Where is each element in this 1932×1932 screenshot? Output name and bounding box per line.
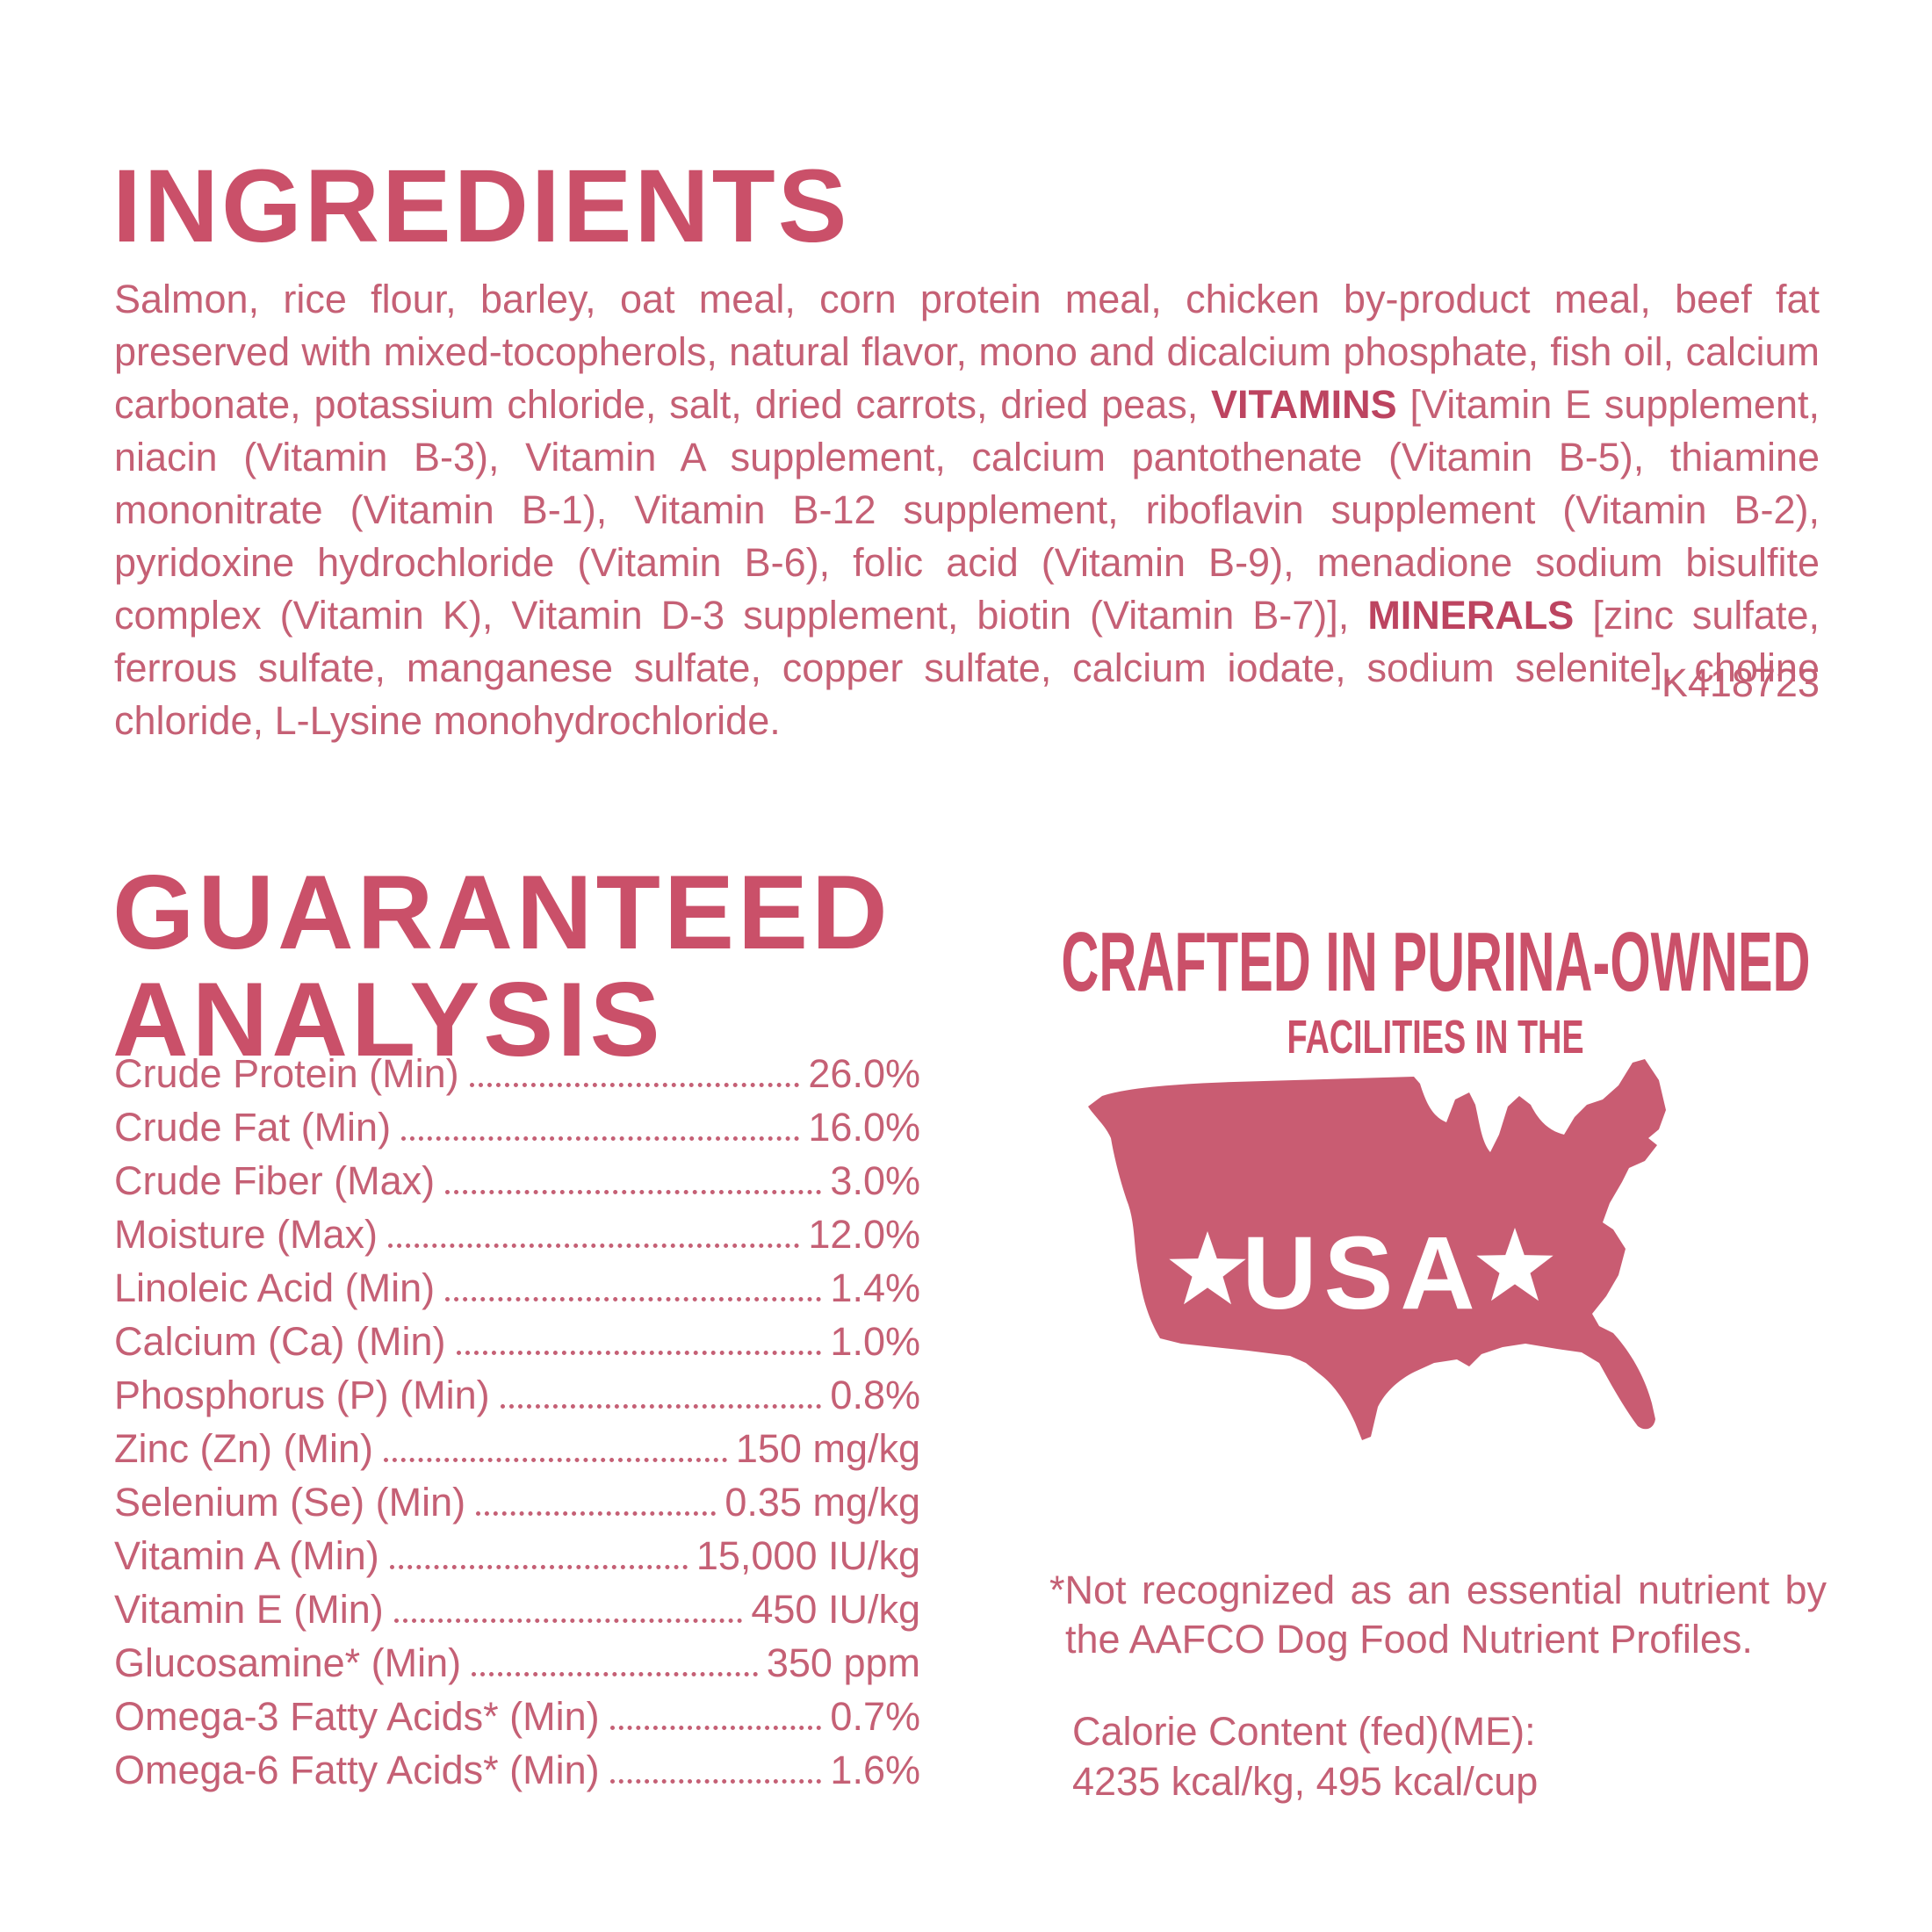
- ingredients-paragraph: Salmon, rice flour, barley, oat meal, co…: [114, 273, 1820, 747]
- table-row: Vitamin E (Min) 450 IU/kg: [114, 1582, 920, 1636]
- guaranteed-analysis-heading-line1: GUARANTEED: [112, 854, 891, 972]
- guaranteed-analysis-table: Crude Protein (Min) 26.0% Crude Fat (Min)…: [114, 1047, 920, 1797]
- nutrient-value: 3.0%: [830, 1158, 920, 1203]
- ingredients-heading: INGREDIENTS: [112, 148, 850, 265]
- table-row: Glucosamine* (Min) 350 ppm: [114, 1636, 920, 1690]
- dot-leader: [476, 1511, 717, 1516]
- usa-map: USA: [1076, 1054, 1796, 1453]
- nutrient-value: 0.8%: [830, 1373, 920, 1417]
- usa-map-silhouette: [1088, 1059, 1666, 1440]
- nutrient-label: Vitamin E (Min): [114, 1587, 384, 1632]
- crafted-in-usa-panel: CRAFTED IN PURINA-OWNED FACILITIES IN TH…: [1049, 915, 1827, 1806]
- calorie-content-line2: 4235 kcal/kg, 495 kcal/cup: [1072, 1759, 1539, 1804]
- nutrient-value: 15,000 IU/kg: [696, 1533, 920, 1578]
- table-row: Vitamin A (Min) 15,000 IU/kg: [114, 1529, 920, 1582]
- nutrient-label: Linoleic Acid (Min): [114, 1265, 436, 1310]
- dot-leader: [472, 1672, 758, 1676]
- lot-code: K418723: [1661, 660, 1820, 705]
- crafted-heading-line1: CRAFTED IN PURINA-OWNED: [1061, 915, 1811, 1009]
- nutrient-value: 12.0%: [808, 1212, 920, 1257]
- dot-leader: [389, 1565, 688, 1569]
- nutrient-value: 1.6%: [830, 1748, 920, 1792]
- table-row: Omega-3 Fatty Acids* (Min) 0.7%: [114, 1690, 920, 1743]
- nutrient-label: Selenium (Se) (Min): [114, 1480, 466, 1525]
- nutrient-value: 0.35 mg/kg: [724, 1480, 920, 1525]
- crafted-heading-line2: FACILITIES IN THE: [1287, 1011, 1585, 1063]
- dot-leader: [388, 1244, 800, 1248]
- nutrient-label: Glucosamine* (Min): [114, 1640, 462, 1685]
- nutrient-value: 0.7%: [830, 1694, 920, 1739]
- dot-leader: [445, 1297, 822, 1301]
- nutrient-label: Moisture (Max): [114, 1212, 378, 1257]
- aafco-footnote: *Not recognized as an essential nutrient…: [1049, 1566, 1827, 1664]
- nutrient-value: 16.0%: [808, 1105, 920, 1150]
- nutrient-value: 1.0%: [830, 1319, 920, 1364]
- table-row: Calcium (Ca) (Min) 1.0%: [114, 1315, 920, 1368]
- dot-leader: [445, 1190, 822, 1194]
- ingredients-text-2: [Vitamin E supplement, niacin (Vitamin B…: [114, 382, 1820, 638]
- nutrient-label: Crude Fiber (Max): [114, 1158, 436, 1203]
- nutrient-value: 350 ppm: [766, 1640, 920, 1685]
- minerals-group-label: MINERALS: [1367, 593, 1575, 638]
- table-row: Moisture (Max) 12.0%: [114, 1208, 920, 1261]
- nutrient-value: 26.0%: [808, 1051, 920, 1096]
- ingredients-text-3: [zinc sulfate, ferrous sulfate, manganes…: [114, 593, 1820, 743]
- nutrient-label: Phosphorus (P) (Min): [114, 1373, 490, 1417]
- dot-leader: [609, 1779, 822, 1784]
- dot-leader: [456, 1351, 822, 1355]
- usa-label: USA: [1242, 1215, 1481, 1331]
- star-icon: [1169, 1231, 1246, 1305]
- nutrient-value: 1.4%: [830, 1265, 920, 1310]
- table-row: Zinc (Zn) (Min) 150 mg/kg: [114, 1422, 920, 1475]
- dot-leader: [393, 1618, 743, 1623]
- table-row: Omega-6 Fatty Acids* (Min) 1.6%: [114, 1743, 920, 1797]
- calorie-content-line1: Calorie Content (fed)(ME):: [1072, 1709, 1536, 1754]
- guaranteed-analysis-heading-line2: ANALYSIS: [112, 961, 664, 1079]
- aafco-footnote-line1: *Not recognized as an essential nutrient…: [1049, 1568, 1827, 1612]
- aafco-footnote-line2: the AAFCO Dog Food Nutrient Profiles.: [1065, 1617, 1753, 1662]
- nutrient-label: Crude Protein (Min): [114, 1051, 459, 1096]
- dot-leader: [500, 1404, 822, 1409]
- table-row: Crude Fat (Min) 16.0%: [114, 1100, 920, 1154]
- nutrient-label: Calcium (Ca) (Min): [114, 1319, 446, 1364]
- star-icon: [1476, 1228, 1554, 1301]
- dot-leader: [609, 1726, 822, 1730]
- nutrient-label: Crude Fat (Min): [114, 1105, 392, 1150]
- ingredients-text-1: Salmon, rice flour, barley, oat meal, co…: [114, 277, 1820, 427]
- nutrient-label: Omega-3 Fatty Acids* (Min): [114, 1694, 600, 1739]
- dot-leader: [383, 1458, 727, 1462]
- nutrient-label: Vitamin A (Min): [114, 1533, 379, 1578]
- table-row: Crude Protein (Min) 26.0%: [114, 1047, 920, 1100]
- nutrient-value: 450 IU/kg: [751, 1587, 920, 1632]
- nutrient-label: Omega-6 Fatty Acids* (Min): [114, 1748, 600, 1792]
- table-row: Phosphorus (P) (Min) 0.8%: [114, 1368, 920, 1422]
- table-row: Selenium (Se) (Min) 0.35 mg/kg: [114, 1475, 920, 1529]
- dot-leader: [401, 1136, 800, 1141]
- guaranteed-analysis-heading: GUARANTEED ANALYSIS: [112, 859, 891, 1073]
- nutrient-label: Zinc (Zn) (Min): [114, 1426, 373, 1471]
- calorie-content: Calorie Content (fed)(ME): 4235 kcal/kg,…: [1049, 1706, 1538, 1806]
- table-row: Linoleic Acid (Min) 1.4%: [114, 1261, 920, 1315]
- dot-leader: [469, 1083, 800, 1087]
- vitamins-group-label: VITAMINS: [1211, 382, 1397, 427]
- table-row: Crude Fiber (Max) 3.0%: [114, 1154, 920, 1208]
- nutrient-value: 150 mg/kg: [735, 1426, 920, 1471]
